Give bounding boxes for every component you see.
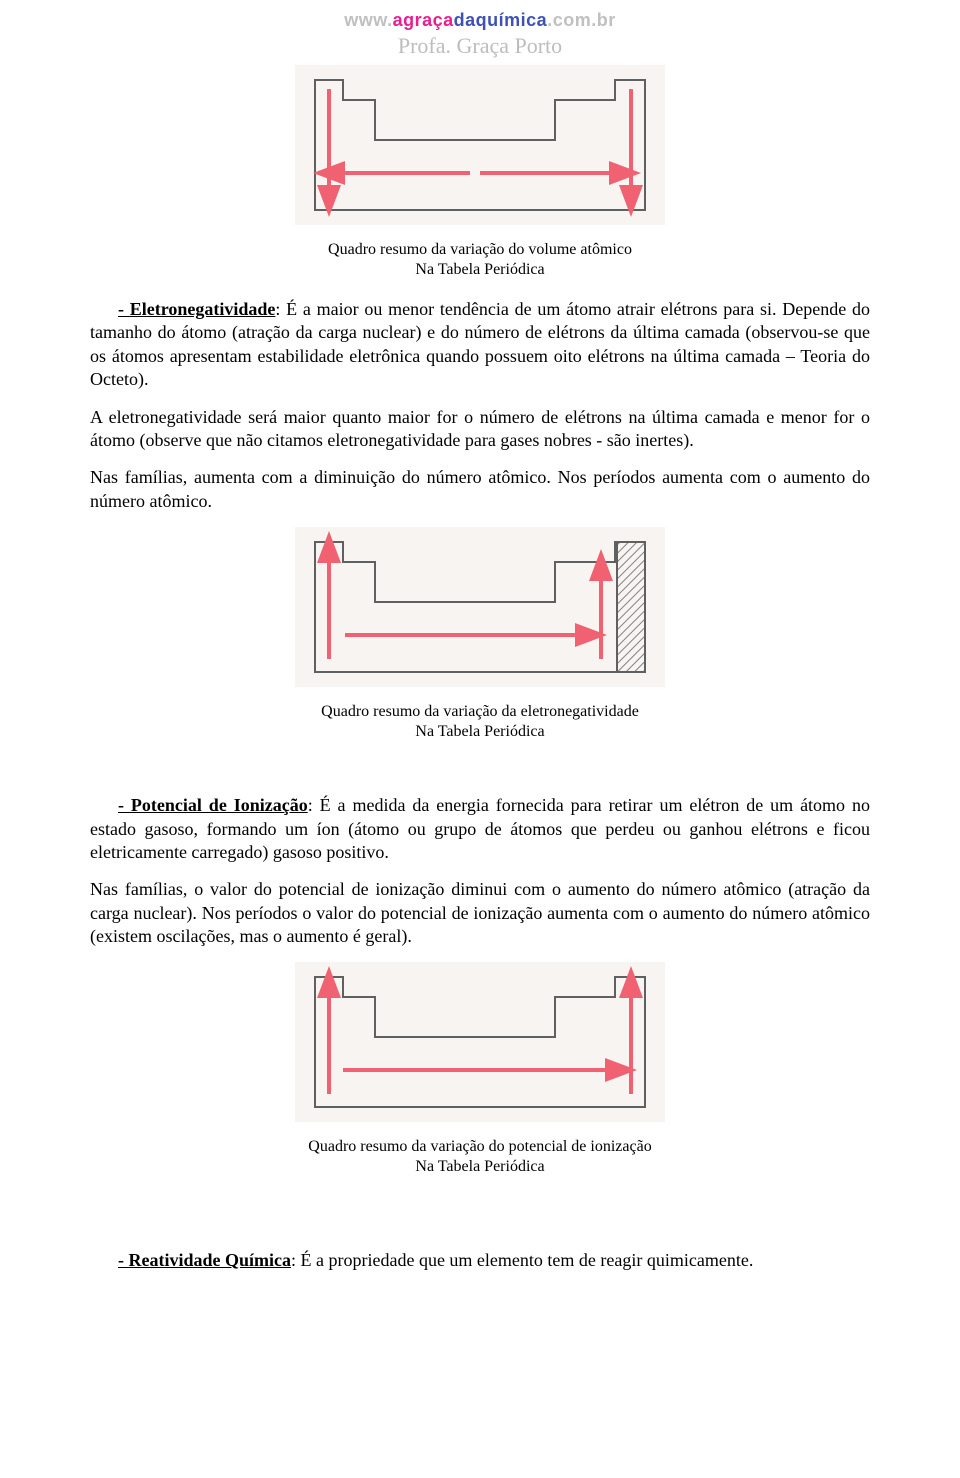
diagram-ionizacao [90, 962, 870, 1127]
diagram-eletronegatividade [90, 527, 870, 692]
page-header: www.agraçadaquímica.com.br Profa. Graça … [90, 10, 870, 59]
term-eletronegatividade: - Eletronegatividade [118, 299, 275, 319]
url-part1: agraça [393, 10, 454, 30]
url-suffix: .com.br [547, 10, 616, 30]
author-line: Profa. Graça Porto [90, 33, 870, 59]
url-part2: daquímica [454, 10, 548, 30]
term-ionizacao: - Potencial de Ionização [118, 795, 308, 815]
caption1-line1: Quadro resumo da variação do volume atôm… [328, 241, 632, 258]
caption1-line2: Na Tabela Periódica [415, 261, 544, 278]
url-prefix: www. [344, 10, 392, 30]
para-reatividade: - Reatividade Química: É a propriedade q… [90, 1249, 870, 1272]
para6-rest: : É a propriedade que um elemento tem de… [291, 1250, 753, 1270]
page: www.agraçadaquímica.com.br Profa. Graça … [0, 0, 960, 1327]
caption-ionizacao: Quadro resumo da variação do potencial d… [90, 1137, 870, 1177]
para-ionizacao-def: - Potencial de Ionização: É a medida da … [90, 794, 870, 864]
diagram-volume [90, 65, 870, 230]
caption-eletronegatividade: Quadro resumo da variação da eletronegat… [90, 702, 870, 742]
spacer [90, 760, 870, 780]
para-eletronegatividade-def: - Eletronegatividade: É a maior ou menor… [90, 298, 870, 392]
caption-volume: Quadro resumo da variação do volume atôm… [90, 240, 870, 280]
para-ionizacao-2: Nas famílias, o valor do potencial de io… [90, 878, 870, 948]
spacer-2 [90, 1195, 870, 1235]
site-url: www.agraçadaquímica.com.br [90, 10, 870, 31]
caption3-line2: Na Tabela Periódica [415, 1158, 544, 1175]
caption2-line1: Quadro resumo da variação da eletronegat… [321, 703, 639, 720]
term-reatividade: - Reatividade Química [118, 1250, 291, 1270]
caption3-line1: Quadro resumo da variação do potencial d… [308, 1138, 651, 1155]
caption2-line2: Na Tabela Periódica [415, 723, 544, 740]
para-eletronegatividade-3: Nas famílias, aumenta com a diminuição d… [90, 466, 870, 513]
para-eletronegatividade-2: A eletronegatividade será maior quanto m… [90, 406, 870, 453]
